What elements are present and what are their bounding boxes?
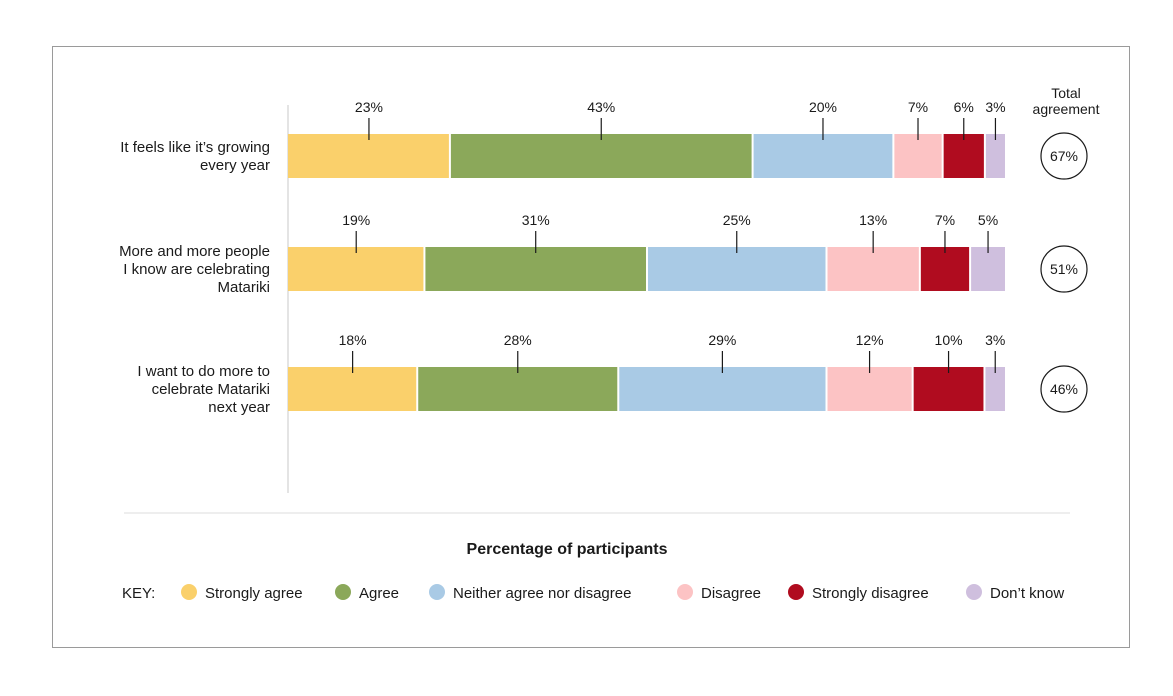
- bar-segment: [971, 247, 1005, 291]
- x-axis-label: Percentage of participants: [467, 541, 668, 558]
- legend-entry: Agree: [359, 585, 399, 602]
- value-label: 19%: [342, 212, 370, 228]
- total-agreement-value: 67%: [1050, 148, 1078, 164]
- total-agreement-header: agreement: [1033, 101, 1100, 117]
- category-label: celebrate Matariki: [152, 381, 270, 398]
- value-label: 3%: [985, 332, 1005, 348]
- value-label: 3%: [985, 99, 1005, 115]
- legend-swatch: [788, 584, 804, 600]
- bar-segment: [985, 367, 1005, 411]
- total-agreement-value: 46%: [1050, 381, 1078, 397]
- legend-swatch: [335, 584, 351, 600]
- value-label: 23%: [355, 99, 383, 115]
- total-agreement-value: 51%: [1050, 261, 1078, 277]
- bar-segment: [425, 247, 646, 291]
- category-label: next year: [208, 399, 270, 416]
- bar-segment: [450, 134, 752, 178]
- category-label: every year: [200, 157, 270, 174]
- legend-entry: Neither agree nor disagree: [453, 585, 631, 602]
- legend-swatch: [181, 584, 197, 600]
- bar-segment: [894, 134, 942, 178]
- bar-segment: [288, 367, 417, 411]
- total-agreement-circle: [1040, 132, 1088, 180]
- legend-key-label: KEY:: [122, 585, 155, 602]
- value-label: 10%: [935, 332, 963, 348]
- bar-segment: [619, 367, 826, 411]
- legend-entry: Don’t know: [990, 585, 1064, 602]
- bar-segment: [288, 134, 449, 178]
- category-label: I want to do more to: [137, 363, 270, 380]
- legend-entry: Strongly agree: [205, 585, 303, 602]
- legend-swatch: [677, 584, 693, 600]
- value-label: 5%: [978, 212, 998, 228]
- value-label: 18%: [339, 332, 367, 348]
- bar-segment: [753, 134, 893, 178]
- value-label: 20%: [809, 99, 837, 115]
- bar-segment: [288, 247, 424, 291]
- value-label: 29%: [708, 332, 736, 348]
- value-label: 28%: [504, 332, 532, 348]
- legend-swatch: [966, 584, 982, 600]
- total-agreement-circle: [1040, 365, 1088, 413]
- legend-entry: Disagree: [701, 585, 761, 602]
- bar-segment: [913, 367, 984, 411]
- category-label: More and more people: [119, 243, 270, 260]
- legend-entry: Strongly disagree: [812, 585, 929, 602]
- bar-segment: [827, 367, 912, 411]
- bar-segment: [648, 247, 826, 291]
- category-label: It feels like it’s growing: [120, 139, 270, 156]
- category-label: I know are celebrating: [123, 261, 270, 278]
- value-label: 6%: [954, 99, 974, 115]
- bar-segment: [985, 134, 1005, 178]
- chart-frame: [52, 46, 1130, 648]
- total-agreement-circle: [1040, 245, 1088, 293]
- category-label: Matariki: [217, 279, 270, 296]
- bar-segment: [943, 134, 984, 178]
- value-label: 12%: [856, 332, 884, 348]
- value-label: 7%: [908, 99, 928, 115]
- total-agreement-header: Total: [1051, 85, 1081, 101]
- value-label: 43%: [587, 99, 615, 115]
- bar-segment: [418, 367, 618, 411]
- value-label: 31%: [522, 212, 550, 228]
- legend-swatch: [429, 584, 445, 600]
- bar-segment: [920, 247, 970, 291]
- value-label: 25%: [723, 212, 751, 228]
- value-label: 13%: [859, 212, 887, 228]
- bar-segment: [827, 247, 919, 291]
- value-label: 7%: [935, 212, 955, 228]
